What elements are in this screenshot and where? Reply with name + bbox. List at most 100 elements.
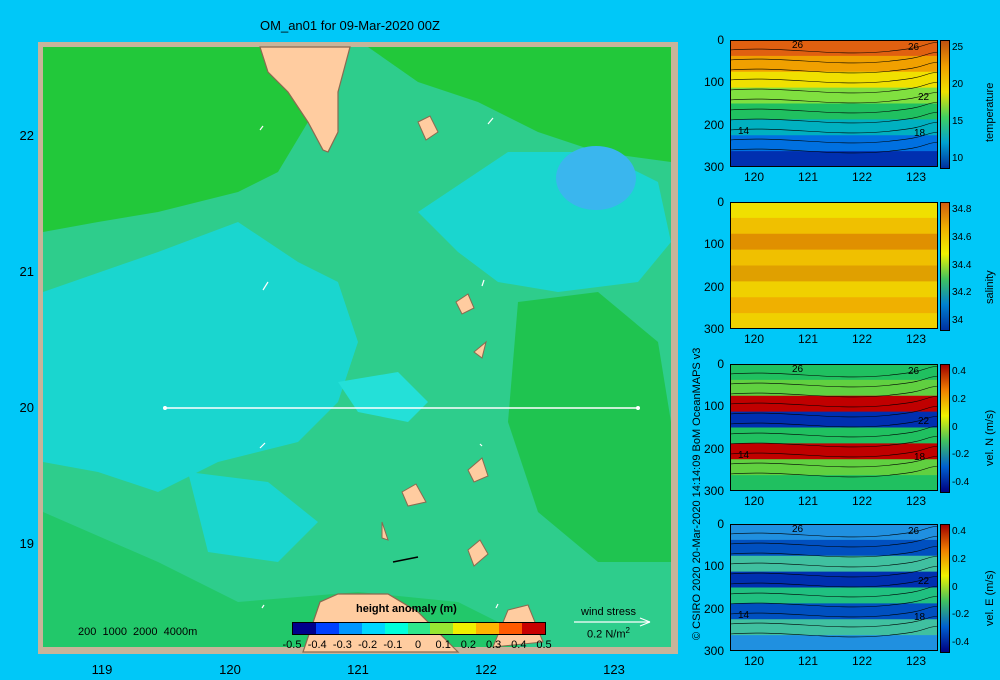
contour-line: [730, 525, 938, 538]
anomaly-region: [188, 472, 318, 562]
lon-tick: 121: [347, 662, 369, 677]
contour-line: [730, 51, 938, 64]
island: [455, 293, 475, 315]
colorbar-tick: -0.4: [307, 639, 327, 651]
wind-stress-label: wind stress: [581, 606, 637, 618]
colorbar-tick: -0.1: [383, 639, 403, 651]
contour-line: [730, 545, 938, 558]
wind-stress-scale: 0.2 N/m2: [587, 626, 630, 641]
island: [417, 115, 439, 141]
colorbar-tick: -0.2: [358, 639, 378, 651]
colorbar-tick: 0.1: [435, 639, 451, 651]
anomaly-region: [368, 47, 671, 162]
section-band: [730, 635, 938, 651]
contour-label: 26: [908, 526, 920, 537]
lon-tick: 123: [906, 170, 927, 184]
contour-line: [730, 605, 938, 618]
contour-line: [730, 625, 938, 638]
lon-tick: 120: [744, 494, 765, 508]
colorbar-tick: 0.2: [952, 553, 966, 565]
contour-line: [730, 61, 938, 74]
section-panel-2[interactable]: [730, 364, 938, 491]
contour-label: 26: [792, 40, 804, 51]
wind-arrows: [259, 117, 499, 609]
section-band: [730, 233, 938, 251]
section-frame: [730, 40, 938, 167]
height-anomaly-map[interactable]: [38, 42, 678, 654]
section-panel-3[interactable]: [730, 524, 938, 651]
depth-tick: 200: [703, 441, 724, 456]
lon-tick: 122: [852, 332, 873, 346]
lon-tick: 123: [906, 494, 927, 508]
contour-label: 18: [914, 128, 926, 139]
colorbar-swatch: [522, 623, 545, 634]
colorbar-tick: 0: [952, 581, 958, 593]
section-frame: [730, 202, 938, 329]
anomaly-region: [43, 47, 338, 232]
lon-tick: 123: [603, 662, 625, 677]
section-band: [730, 395, 938, 413]
section-band: [730, 217, 938, 235]
depth-tick: 100: [703, 559, 724, 574]
contour-label: 26: [908, 366, 920, 377]
colorbar-swatch: [361, 623, 385, 634]
lon-tick: 121: [798, 494, 819, 508]
colorbar-tick: 10: [952, 153, 964, 164]
island: [401, 483, 427, 507]
contour-line: [730, 81, 938, 94]
colorbar-tick: 0.4: [952, 526, 966, 537]
section-band: [730, 151, 938, 167]
depth-tick: 200: [703, 601, 724, 616]
depth-tick: 0: [717, 195, 724, 209]
lon-tick: 121: [798, 170, 819, 184]
section-band: [730, 571, 938, 589]
contour-line: [730, 121, 938, 134]
contour-line: [730, 41, 938, 54]
colorbar-label: height anomaly (m): [356, 603, 457, 615]
lat-tick: 19: [19, 536, 34, 551]
contour-line: [730, 585, 938, 598]
section-band: [730, 135, 938, 153]
landmass: [259, 46, 351, 153]
contour-line: [730, 575, 938, 588]
island: [473, 340, 487, 359]
depth-tick: 100: [703, 75, 724, 90]
map-title: OM_an01 for 09-Mar-2020 00Z: [260, 18, 440, 33]
section-band: [730, 265, 938, 283]
depth-tick: 300: [703, 644, 724, 658]
colorbar-tick: -0.3: [332, 639, 352, 651]
colorbar-tick: -0.5: [282, 639, 302, 651]
island: [467, 539, 489, 567]
lat-tick: 21: [19, 264, 34, 279]
section-band: [730, 459, 938, 477]
colorbar-tick: -0.2: [952, 609, 970, 621]
colorbar-tick: 0.2: [952, 393, 966, 405]
section-panel-1[interactable]: [730, 202, 938, 329]
contour-line: [730, 111, 938, 124]
lon-tick: 123: [906, 332, 927, 346]
contour-label: 18: [914, 452, 926, 463]
contour-line: [730, 91, 938, 104]
colorbar-tick: 34.8: [952, 204, 972, 215]
colorbar-swatch: [293, 623, 316, 634]
colorbar-swatch: [476, 623, 500, 634]
section-variable-label: temperature: [984, 82, 996, 142]
section-panel-0[interactable]: [730, 40, 938, 167]
contour-line: [730, 555, 938, 568]
depth-tick: 0: [717, 517, 724, 531]
lon-tick: 123: [906, 654, 927, 668]
anomaly-region: [556, 146, 636, 210]
colorbar-tick: 15: [952, 116, 964, 127]
depth-tick: 200: [703, 279, 724, 294]
lon-tick: 121: [798, 654, 819, 668]
colorbar-tick: 0.3: [485, 639, 502, 651]
anomaly-region: [43, 222, 358, 492]
lon-tick: 119: [91, 662, 113, 677]
lon-tick: 120: [744, 170, 765, 184]
contour-label: 14: [738, 450, 750, 461]
section-band: [730, 202, 938, 219]
depth-tick: 0: [717, 357, 724, 371]
contour-line: [730, 565, 938, 578]
colorbar-tick: -0.4: [952, 637, 970, 648]
lat-tick: 20: [19, 400, 34, 415]
